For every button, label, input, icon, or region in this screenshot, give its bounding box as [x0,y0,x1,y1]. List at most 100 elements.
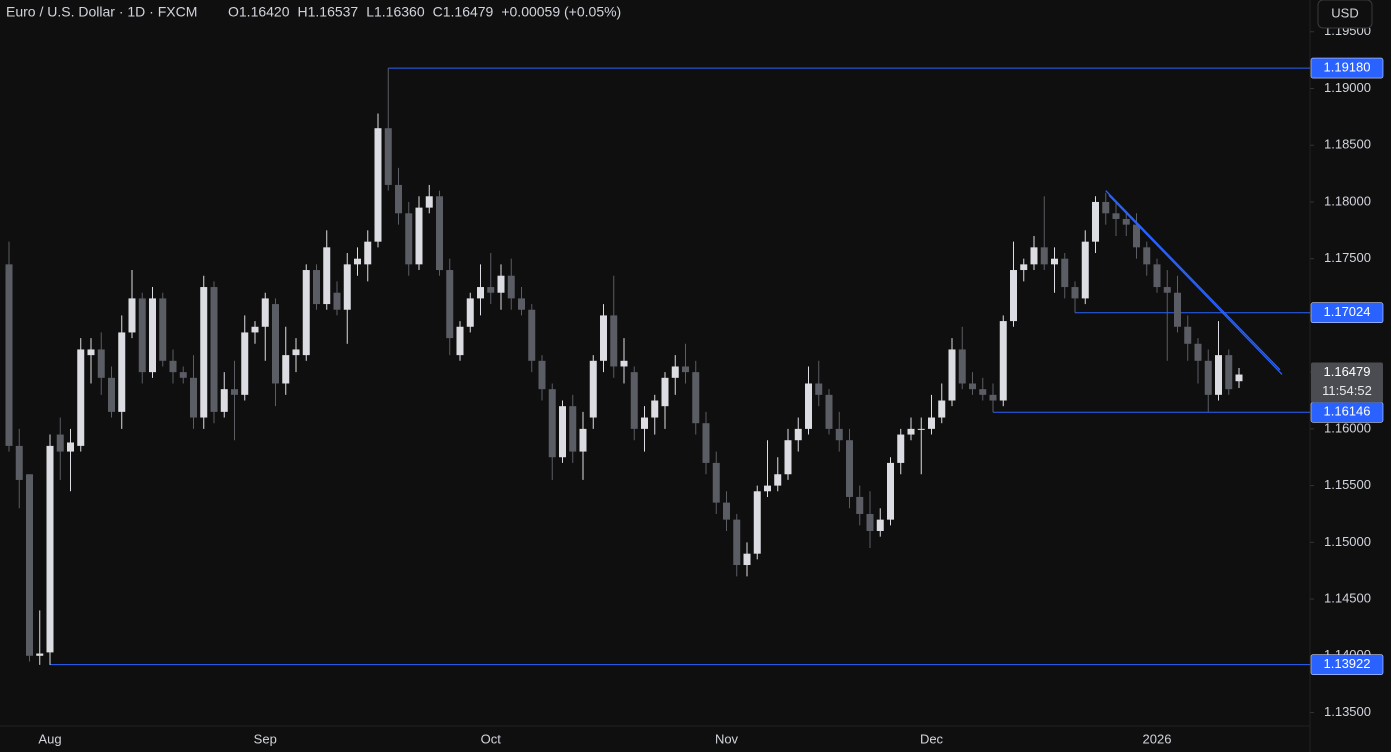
candle-body [1225,355,1233,390]
candle-body [1215,355,1222,395]
candle-body [46,445,54,653]
chart-title: Euro / U.S. Dollar · 1D · FXCM [6,4,197,20]
candle-body [1112,213,1120,219]
candle-body [1102,201,1110,214]
candle-body [1081,241,1089,299]
candle-body [87,349,95,356]
candle-body [1092,201,1099,242]
candle-body [1153,264,1161,288]
axes: 1.135001.140001.145001.150001.155001.160… [38,23,1384,746]
y-tick-label: 1.15500 [1324,477,1371,492]
candle-body [169,360,177,373]
candle-body [292,349,300,356]
x-tick-label: Nov [715,731,739,746]
candle-body [538,360,546,390]
candle-body [661,377,669,407]
candle-body [835,428,843,441]
candle-body [651,400,659,418]
candle-body [261,298,269,327]
last-price-label: 1.16479 [1324,364,1371,379]
candle-body [1235,374,1243,382]
candle-body [200,287,208,418]
candle-body [149,298,156,373]
candle-body [692,372,700,424]
y-tick-label: 1.17500 [1324,250,1371,265]
candle-body [477,287,484,299]
candle-body [805,383,812,429]
ohlc-header: O1.16420 H1.16537 L1.16360 C1.16479 +0.00059… [228,4,621,20]
candle-body [610,315,618,367]
candle-body [108,377,115,412]
candle-body [425,196,433,208]
candle-body [887,462,894,520]
candle-body [241,332,249,395]
candle-body [897,434,905,463]
level-label: 1.13922 [1324,656,1371,671]
candle-body [436,196,443,271]
candle-body [723,502,730,520]
level-tag [1310,302,1384,323]
candle-body [518,298,525,310]
candle-body [999,321,1007,401]
x-tick-label: 2026 [1143,731,1172,746]
candle-body [579,428,587,452]
candle-body [1122,218,1130,225]
candle-body [856,496,864,514]
candle-body [395,184,402,214]
trendline [1108,194,1283,375]
candle-body [1174,292,1181,327]
candle-body [794,428,802,441]
candle-body [323,247,331,305]
candle-body [251,326,259,333]
x-tick-label: Aug [38,731,61,746]
candle-body [784,440,792,475]
candle-body [272,304,279,384]
last-price-tag [1311,362,1383,403]
y-tick-label: 1.15000 [1324,534,1371,549]
y-tick-label: 1.14500 [1324,590,1371,605]
candle-body [118,332,126,412]
candle-body [354,258,361,265]
candle-body [702,423,710,463]
candle-body [282,355,290,384]
candle-body [866,513,874,531]
candle-body [528,309,536,361]
candle-body [1194,343,1202,361]
candle-body [1030,247,1038,265]
candle-body [1143,247,1151,265]
candle-body [497,275,505,293]
level-label: 1.16146 [1324,404,1371,419]
candle-body [333,292,341,310]
candle-body [1040,247,1048,265]
candle-body [815,383,823,395]
level-label: 1.17024 [1324,304,1371,319]
x-tick-label: Oct [481,731,502,746]
currency-button[interactable] [1317,0,1373,29]
trendline [1105,190,1281,371]
y-tick-label: 1.13500 [1324,704,1371,719]
level-tag [1310,654,1384,675]
candle-body [179,372,187,378]
candle-body [415,207,423,265]
y-tick-label: 1.19000 [1324,80,1371,95]
candle-body [1204,360,1212,395]
ohlc-value: C1.16479 [433,4,494,20]
candle-body [343,264,351,310]
level-tag [1310,57,1384,79]
currency-label[interactable]: USD [1331,5,1358,20]
candle-body [733,519,741,566]
candle-body [1061,258,1069,288]
candle-body [302,270,310,356]
candle-body [917,428,925,430]
candle-body [56,434,64,452]
candle-body [36,653,44,656]
candle-body [825,394,833,429]
ohlc-value: L1.16360 [366,4,425,20]
ohlc-value: H1.16537 [298,4,359,20]
candle-body [589,360,597,418]
candle-body [1010,270,1017,322]
candle-body [190,377,197,418]
candle-body [712,462,720,503]
